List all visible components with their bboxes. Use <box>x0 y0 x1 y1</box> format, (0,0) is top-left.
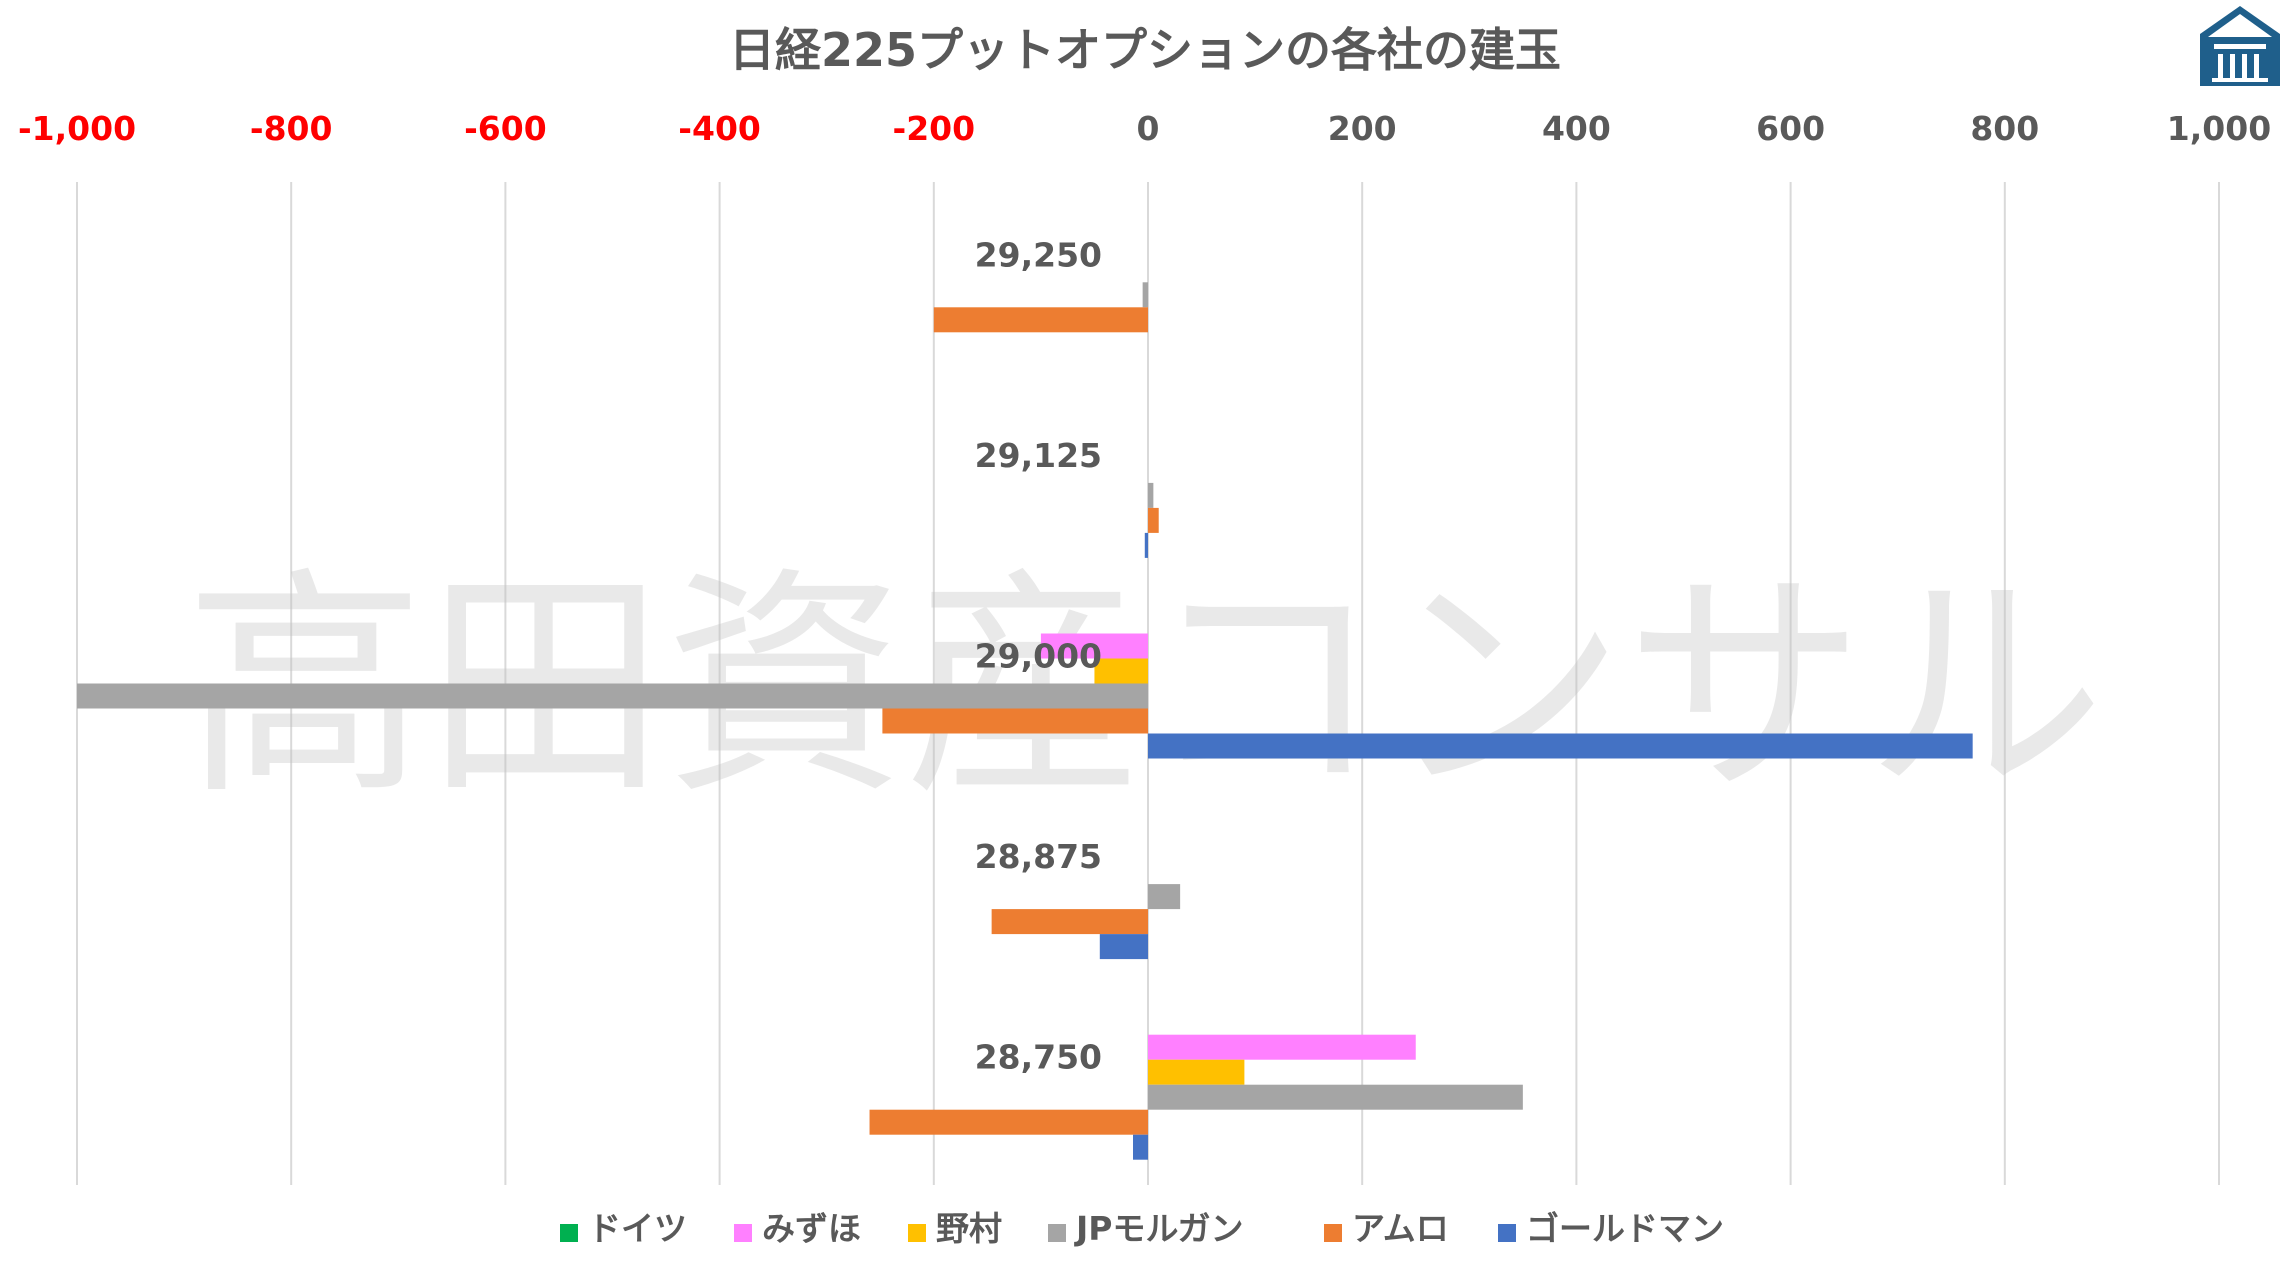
bar-2-5 <box>1148 1034 1416 1060</box>
x-tick-label: -800 <box>250 109 333 148</box>
legend-item: アムロ <box>1324 1209 1449 1248</box>
x-tick-label: -400 <box>678 109 761 148</box>
x-tick-label: -200 <box>893 109 976 148</box>
x-tick-label: -600 <box>464 109 547 148</box>
legend-swatch <box>1048 1224 1066 1242</box>
x-tick-label: 1,000 <box>2167 109 2271 148</box>
bar-5-5 <box>869 1109 1148 1135</box>
bar-5-4 <box>991 909 1148 935</box>
category-label: 29,125 <box>975 436 1102 475</box>
bar-4-5 <box>1148 1084 1523 1110</box>
bar-4-2 <box>1148 482 1154 508</box>
chart-title: 日経225プットオプションの各社の建玉 <box>729 23 1561 77</box>
legend-label: ドイツ <box>588 1209 687 1248</box>
legend-swatch <box>1324 1224 1342 1242</box>
bar-6-4 <box>1099 934 1148 960</box>
legend-label: アムロ <box>1352 1209 1449 1248</box>
legend-label: ゴールドマン <box>1526 1209 1724 1248</box>
legend-swatch <box>1498 1224 1516 1242</box>
bar-6-3 <box>1148 733 1973 759</box>
category-label: 29,000 <box>975 637 1102 676</box>
bar-5-2 <box>1148 507 1159 533</box>
bar-4-3 <box>77 683 1148 709</box>
bar-3-3 <box>1094 658 1148 684</box>
legend-item: JPモルガン <box>1048 1209 1243 1248</box>
x-tick-label: 0 <box>1137 109 1160 148</box>
house-logo-icon <box>2200 6 2280 86</box>
category-label: 28,875 <box>975 837 1102 876</box>
legend-swatch <box>908 1224 926 1242</box>
x-axis-tick-labels: -1,000 -800 -600 -400 -200 0 200 400 600 800 1,000 <box>18 109 2271 148</box>
bars <box>77 282 1973 1160</box>
category-labels: 29,250 29,125 29,000 28,875 28,750 <box>975 235 1102 1076</box>
x-tick-label: 600 <box>1756 109 1825 148</box>
x-tick-label: 400 <box>1542 109 1611 148</box>
bar-4-4 <box>1148 884 1181 910</box>
bar-2-3 <box>1040 633 1148 659</box>
legend-label: 野村 <box>936 1209 1002 1248</box>
legend-label: みずほ <box>762 1209 861 1248</box>
bar-5-3 <box>882 708 1148 734</box>
legend-item: みずほ <box>734 1209 861 1248</box>
legend-label: JPモルガン <box>1074 1209 1243 1248</box>
legend-item: 野村 <box>908 1209 1002 1248</box>
category-label: 28,750 <box>975 1038 1102 1077</box>
bar-3-5 <box>1148 1059 1245 1085</box>
bar-6-2 <box>1144 532 1148 558</box>
category-label: 29,250 <box>975 235 1102 274</box>
bar-5-1 <box>933 307 1148 333</box>
legend-item: ドイツ <box>560 1209 687 1248</box>
legend-swatch <box>734 1224 752 1242</box>
bar-4-1 <box>1142 282 1148 308</box>
legend: ドイツ みずほ 野村 JPモルガン アムロ ゴールドマン <box>560 1209 1724 1248</box>
bar-6-5 <box>1133 1134 1148 1160</box>
x-tick-label: 200 <box>1328 109 1397 148</box>
x-tick-label: -1,000 <box>18 109 136 148</box>
legend-item: ゴールドマン <box>1498 1209 1724 1248</box>
legend-swatch <box>560 1224 578 1242</box>
x-tick-label: 800 <box>1970 109 2039 148</box>
